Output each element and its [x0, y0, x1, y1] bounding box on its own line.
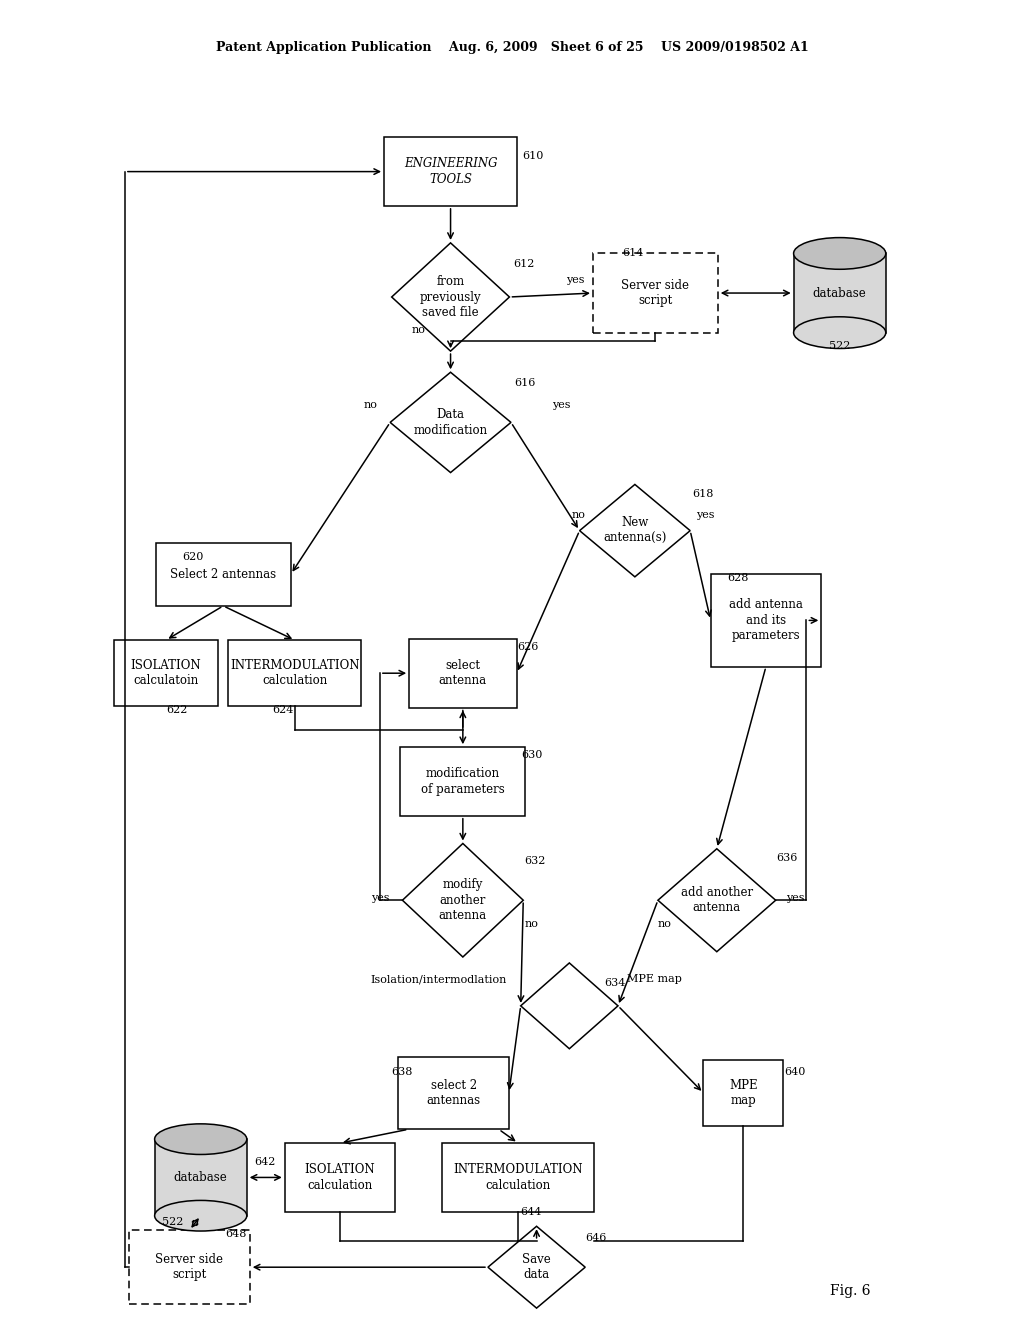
Text: 630: 630 [521, 750, 543, 760]
Text: 620: 620 [182, 552, 204, 562]
Text: add another
antenna: add another antenna [681, 886, 753, 915]
Text: INTERMODULATION
calculation: INTERMODULATION calculation [454, 1163, 583, 1192]
Bar [400, 747, 525, 816]
Text: MPE
map: MPE map [729, 1078, 758, 1107]
Bar [228, 640, 361, 706]
Text: New
antenna(s): New antenna(s) [603, 516, 667, 545]
Text: no: no [412, 325, 426, 335]
Text: yes: yes [552, 400, 570, 411]
Text: ISOLATION
calculatoin: ISOLATION calculatoin [131, 659, 201, 688]
Bar [442, 1143, 594, 1212]
Text: 638: 638 [391, 1067, 413, 1077]
Text: Fig. 6: Fig. 6 [829, 1284, 870, 1298]
Text: Server side
script: Server side script [156, 1253, 223, 1282]
Text: no: no [524, 919, 539, 929]
Text: modify
another
antenna: modify another antenna [439, 878, 486, 923]
Text: 614: 614 [623, 248, 644, 259]
Text: 642: 642 [254, 1156, 275, 1167]
Text: Server side
script: Server side script [622, 279, 689, 308]
Bar [384, 137, 517, 206]
Text: 626: 626 [517, 642, 539, 652]
Text: 624: 624 [272, 705, 294, 715]
Bar [410, 639, 517, 708]
Text: 628: 628 [727, 573, 749, 583]
Text: add antenna
and its
parameters: add antenna and its parameters [729, 598, 803, 643]
Text: ISOLATION
calculation: ISOLATION calculation [305, 1163, 375, 1192]
Text: Data
modification: Data modification [414, 408, 487, 437]
Text: yes: yes [371, 892, 389, 903]
Ellipse shape [155, 1200, 247, 1232]
Text: 522: 522 [829, 341, 851, 351]
Text: INTERMODULATION
calculation: INTERMODULATION calculation [230, 659, 359, 688]
Bar [593, 253, 718, 333]
Text: database: database [813, 286, 866, 300]
Text: no: no [571, 510, 586, 520]
Bar [155, 1139, 247, 1216]
Bar [156, 543, 291, 606]
Text: yes: yes [786, 892, 805, 903]
Bar [114, 640, 218, 706]
Bar [703, 1060, 783, 1126]
Text: modification
of parameters: modification of parameters [421, 767, 505, 796]
Text: select 2
antennas: select 2 antennas [427, 1078, 480, 1107]
Text: Save
data: Save data [522, 1253, 551, 1282]
Bar [398, 1056, 509, 1130]
Bar [129, 1230, 250, 1304]
Text: database: database [174, 1171, 227, 1184]
Text: 632: 632 [524, 855, 546, 866]
Text: ENGINEERING
TOOLS: ENGINEERING TOOLS [403, 157, 498, 186]
Ellipse shape [155, 1123, 247, 1155]
Text: 644: 644 [520, 1206, 542, 1217]
Bar [794, 253, 886, 333]
Text: 622: 622 [166, 705, 187, 715]
Text: yes: yes [696, 510, 715, 520]
Text: select
antenna: select antenna [439, 659, 486, 688]
Bar [285, 1143, 395, 1212]
Text: Patent Application Publication    Aug. 6, 2009   Sheet 6 of 25    US 2009/019850: Patent Application Publication Aug. 6, 2… [216, 41, 808, 54]
Text: 646: 646 [586, 1233, 607, 1243]
Text: 612: 612 [513, 259, 535, 269]
Text: yes: yes [566, 275, 585, 285]
Text: 648: 648 [225, 1229, 247, 1239]
Bar [711, 574, 821, 667]
Text: 610: 610 [522, 150, 544, 161]
Text: Isolation/intermodlation: Isolation/intermodlation [371, 974, 507, 985]
Ellipse shape [794, 317, 886, 348]
Text: 634: 634 [604, 978, 626, 989]
Text: no: no [657, 919, 672, 929]
Text: 636: 636 [776, 853, 798, 863]
Text: 616: 616 [514, 378, 536, 388]
Text: Select 2 antennas: Select 2 antennas [170, 568, 276, 581]
Ellipse shape [794, 238, 886, 269]
Text: from
previously
saved file: from previously saved file [420, 275, 481, 319]
Text: 522: 522 [162, 1217, 183, 1228]
Text: MPE map: MPE map [627, 974, 682, 985]
Text: 618: 618 [692, 488, 714, 499]
Text: 640: 640 [784, 1067, 806, 1077]
Text: no: no [364, 400, 378, 411]
